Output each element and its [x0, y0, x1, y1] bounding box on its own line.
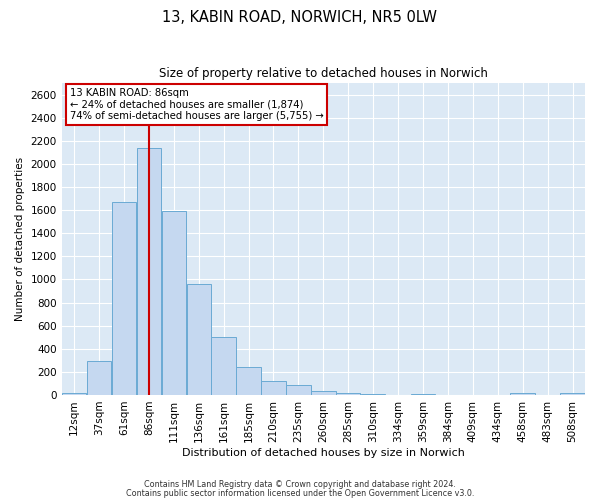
Bar	[511, 393, 535, 395]
Bar	[87, 361, 111, 395]
Bar	[411, 394, 435, 395]
Text: 13 KABIN ROAD: 86sqm
← 24% of detached houses are smaller (1,874)
74% of semi-de: 13 KABIN ROAD: 86sqm ← 24% of detached h…	[70, 88, 323, 121]
Bar	[112, 202, 136, 395]
Text: Contains HM Land Registry data © Crown copyright and database right 2024.: Contains HM Land Registry data © Crown c…	[144, 480, 456, 489]
Text: Contains public sector information licensed under the Open Government Licence v3: Contains public sector information licen…	[126, 489, 474, 498]
Bar	[137, 148, 161, 395]
Y-axis label: Number of detached properties: Number of detached properties	[15, 157, 25, 321]
Title: Size of property relative to detached houses in Norwich: Size of property relative to detached ho…	[159, 68, 488, 80]
Bar	[361, 394, 385, 395]
X-axis label: Distribution of detached houses by size in Norwich: Distribution of detached houses by size …	[182, 448, 465, 458]
Bar	[286, 384, 311, 395]
Bar	[261, 380, 286, 395]
Bar	[336, 392, 361, 395]
Bar	[211, 336, 236, 395]
Bar	[311, 392, 335, 395]
Bar	[187, 284, 211, 395]
Text: 13, KABIN ROAD, NORWICH, NR5 0LW: 13, KABIN ROAD, NORWICH, NR5 0LW	[163, 10, 437, 25]
Bar	[161, 210, 186, 395]
Bar	[560, 393, 585, 395]
Bar	[236, 366, 261, 395]
Bar	[62, 392, 86, 395]
